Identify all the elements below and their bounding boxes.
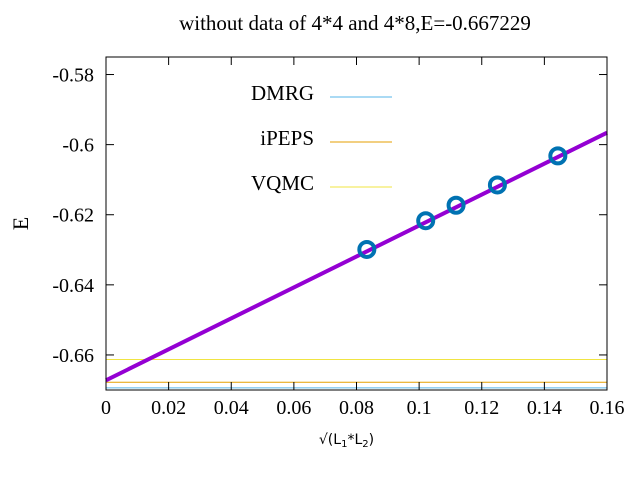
data-point: [357, 239, 377, 259]
plot-area: [105, 130, 608, 389]
y-tick-label: -0.64: [52, 275, 94, 297]
x-tick-label: 0.12: [464, 397, 499, 419]
y-tick-label: -0.66: [52, 345, 94, 367]
data-point: [446, 195, 466, 215]
x-tick-label: 0.04: [214, 397, 249, 419]
axes: 0 0.02 0.04 0.06 0.08 0.1 0.12 0.14 0.16 -0.58 -0.…: [52, 56, 625, 419]
y-tick-label: -0.58: [52, 65, 94, 87]
data-point: [487, 175, 507, 195]
legend-label-vqmc: VQMC: [251, 171, 314, 195]
y-axis-label: E: [8, 217, 33, 230]
fit-line: [105, 130, 608, 383]
x-tick-label: 0.16: [590, 397, 625, 419]
legend: DMRG iPEPS VQMC: [251, 81, 392, 195]
chart-title: without data of 4*4 and 4*8,E=-0.667229: [179, 11, 531, 35]
data-point: [416, 211, 436, 231]
y-tick-label: -0.62: [52, 205, 94, 227]
legend-label-ipeps: iPEPS: [260, 126, 314, 150]
plot-frame: [105, 56, 608, 391]
x-tick-label: 0.14: [527, 397, 562, 419]
legend-label-dmrg: DMRG: [251, 81, 314, 105]
x-tick-label: 0.02: [151, 397, 186, 419]
x-tick-label: 0.1: [407, 397, 432, 419]
x-tick-label: 0.08: [339, 397, 374, 419]
x-tick-label: 0.06: [276, 397, 311, 419]
x-tick-label: 0: [101, 397, 111, 419]
x-axis-label: √(L1*L2): [319, 432, 374, 450]
y-tick-label: -0.6: [62, 135, 94, 157]
data-point: [548, 146, 568, 166]
